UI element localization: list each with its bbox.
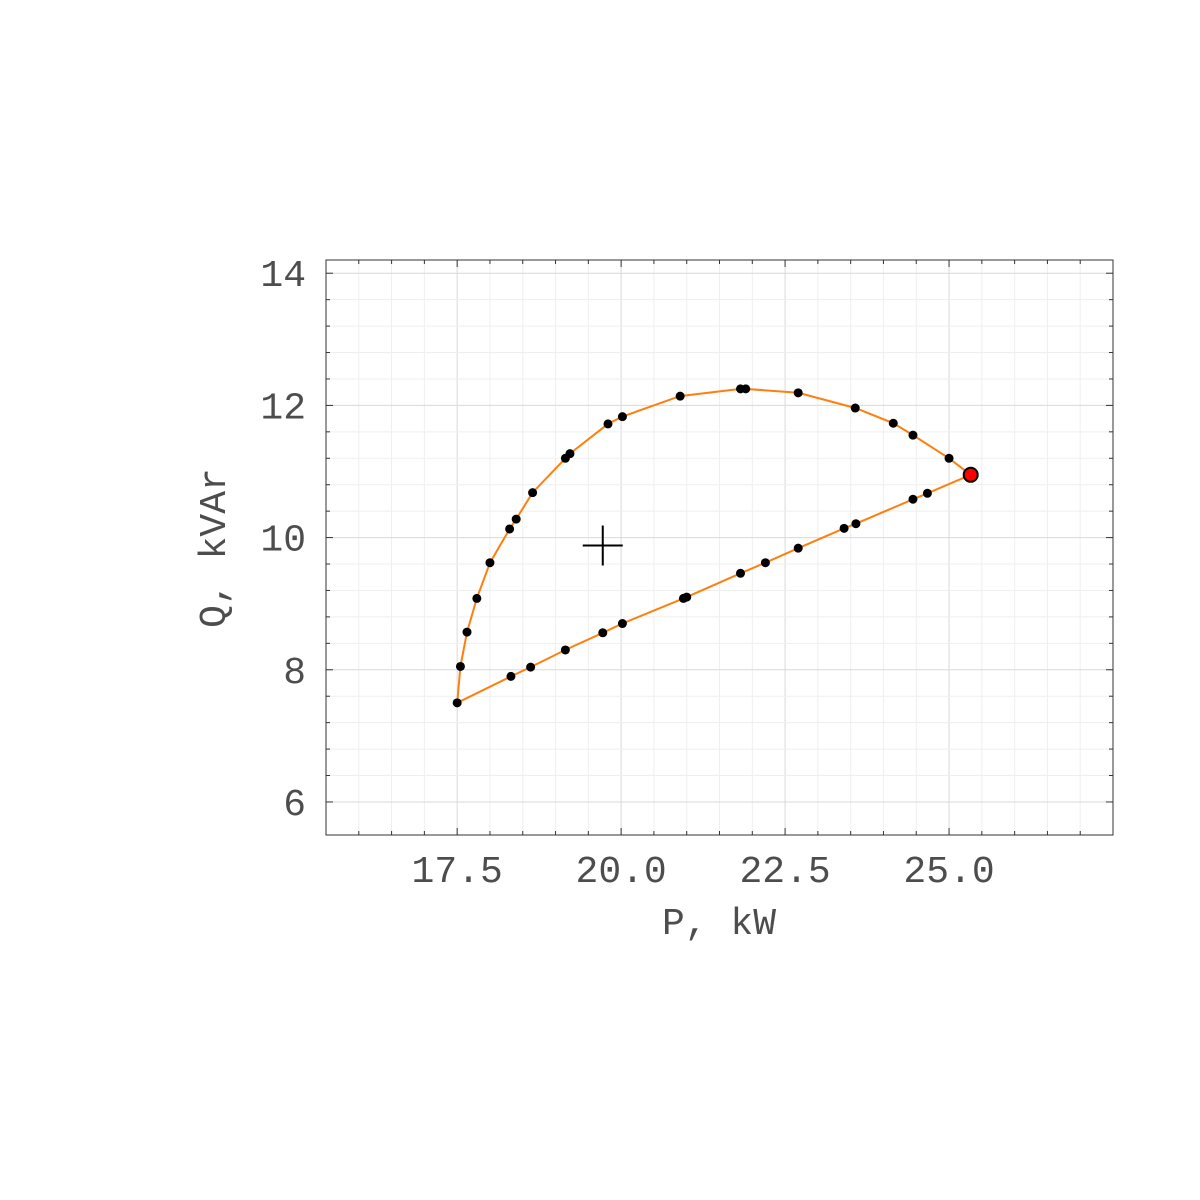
data-point (565, 449, 575, 459)
data-point (462, 627, 472, 637)
highlight-point (962, 466, 979, 483)
y-tick-label: 10 (260, 520, 306, 563)
y-axis-label: Q, kVAr (194, 468, 237, 628)
data-point (675, 391, 685, 401)
data-point (560, 645, 570, 655)
data-point (617, 412, 627, 422)
data-point (944, 453, 954, 463)
data-point (505, 524, 515, 534)
data-point (760, 558, 770, 568)
data-point (851, 519, 861, 529)
data-point (526, 662, 536, 672)
data-point (598, 628, 608, 638)
data-point (506, 671, 516, 681)
data-point (908, 494, 918, 504)
x-axis-label: P, kW (662, 903, 776, 946)
x-axis-ticks: 17.5 20.0 22.5 25.0 (412, 851, 995, 894)
data-point (472, 593, 482, 603)
data-point (793, 543, 803, 553)
y-tick-label: 12 (260, 387, 306, 430)
x-tick-label: 22.5 (739, 851, 830, 894)
frame-ticks (326, 260, 1114, 835)
data-point (741, 384, 751, 394)
data-point (922, 488, 932, 498)
data-point (850, 403, 860, 413)
data-point (603, 419, 613, 429)
data-point (839, 523, 849, 533)
data-point (908, 430, 918, 440)
series (452, 384, 979, 708)
data-point (455, 661, 465, 671)
data-point (485, 558, 495, 568)
y-tick-label: 6 (283, 784, 306, 827)
data-point (617, 619, 627, 629)
x-tick-label: 17.5 (412, 851, 503, 894)
data-point (511, 514, 521, 524)
x-tick-label: 20.0 (576, 851, 667, 894)
x-tick-label: 25.0 (903, 851, 994, 894)
data-point (888, 418, 898, 428)
data-point (735, 568, 745, 578)
data-point (528, 488, 538, 498)
y-tick-label: 8 (283, 652, 306, 695)
data-point (452, 698, 462, 708)
y-axis-ticks: 6 8 10 12 14 (260, 255, 306, 827)
grid (326, 260, 1114, 835)
data-point (678, 593, 688, 603)
data-point (793, 388, 803, 398)
y-tick-label: 14 (260, 255, 306, 298)
